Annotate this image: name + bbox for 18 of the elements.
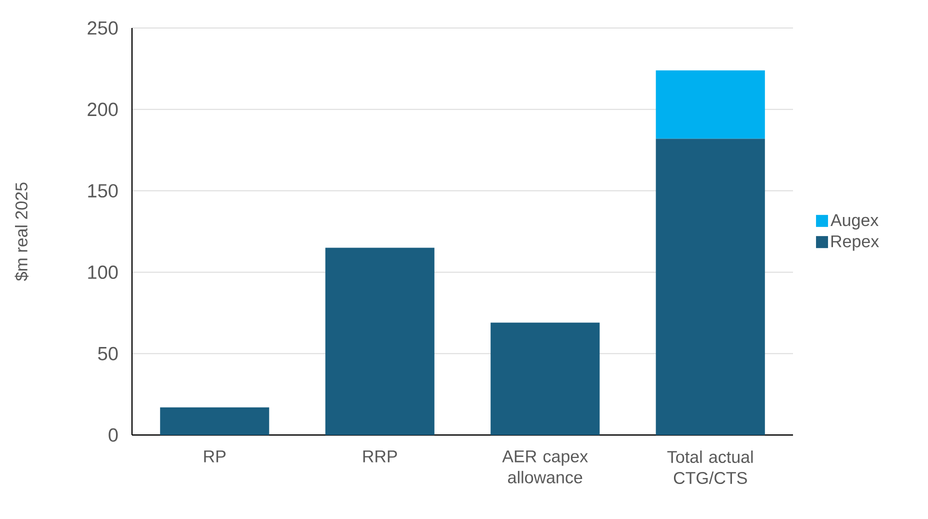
x-tick-label: AER capex allowance bbox=[502, 450, 588, 484]
bar bbox=[656, 138, 765, 435]
x-tick-label: RRP bbox=[363, 450, 397, 462]
y-tick-label: 0 bbox=[108, 428, 118, 442]
y-tick-label: 50 bbox=[98, 346, 118, 360]
legend-label: Repex bbox=[831, 235, 879, 251]
legend-label: Augex bbox=[830, 214, 878, 230]
bar bbox=[490, 322, 600, 435]
y-tick-label: 150 bbox=[88, 184, 118, 198]
bar bbox=[325, 248, 434, 435]
bar bbox=[160, 407, 270, 435]
y-axis-title: $m real 2025 bbox=[14, 182, 28, 281]
y-tick-label: 100 bbox=[88, 265, 118, 279]
y-tick-label: 250 bbox=[88, 21, 118, 35]
x-tick-label: Total actual CTG/CTS bbox=[667, 450, 753, 484]
bar bbox=[656, 70, 765, 139]
x-tick-label: RP bbox=[204, 450, 226, 462]
y-tick-label: 200 bbox=[88, 102, 118, 116]
